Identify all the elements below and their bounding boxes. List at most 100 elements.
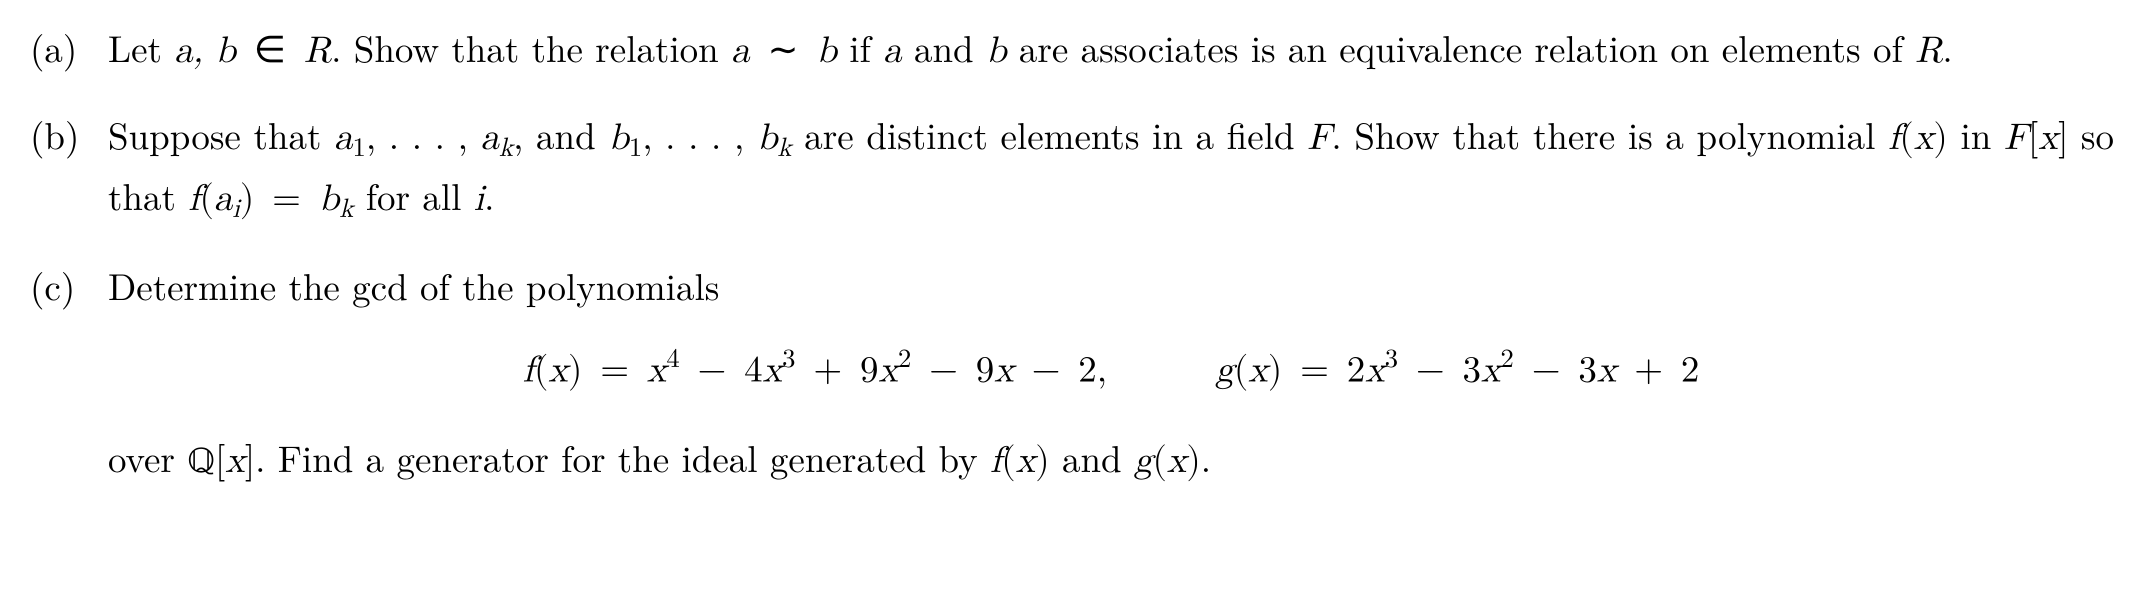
text: are associates is an equivalence relatio…	[1007, 20, 1916, 73]
item-a-label: (a)	[30, 20, 108, 74]
rparen: )	[240, 181, 254, 218]
equation-f: f(x) = x4 − 4x3 + 9x2 − 9x − 2,	[523, 341, 1107, 398]
text: for all	[353, 168, 473, 221]
minus: −	[1014, 352, 1078, 389]
item-b-label: (b)	[30, 107, 108, 161]
rparen: )	[1933, 120, 1947, 157]
var-a: a	[214, 181, 233, 218]
var-x: x	[878, 352, 898, 389]
item-c-body: Determine the gcd of the polynomials f(x…	[108, 258, 2114, 490]
var-b: b	[319, 181, 340, 218]
sub-k: k	[778, 136, 792, 162]
math-fai: f(ai)	[188, 181, 254, 218]
var-x: x	[1914, 120, 1934, 157]
sup-2: 2	[898, 347, 911, 373]
text: . Show that the relation	[331, 20, 731, 73]
var-x: x	[1248, 352, 1268, 389]
sub-i: i	[232, 197, 239, 223]
display-equations: f(x) = x4 − 4x3 + 9x2 − 9x − 2, g(x) = 2…	[108, 339, 2114, 398]
dots: , . . . ,	[366, 107, 481, 160]
problem-list: (a) Let a, b ∈ R. Show that the relation…	[0, 0, 2144, 520]
rparen: )	[1035, 443, 1049, 480]
element-of: ∈	[236, 20, 304, 73]
math-a1: a1	[334, 120, 366, 157]
text: . Show that there is a polynomial	[1331, 107, 1888, 160]
text: are distinct elements in a field	[792, 107, 1308, 160]
item-c: (c) Determine the gcd of the polynomials…	[30, 258, 2114, 490]
lbracket: [	[2028, 120, 2038, 157]
var-f: f	[1888, 120, 1899, 157]
plus: +	[795, 352, 859, 389]
var-b: b	[757, 120, 778, 157]
rparen: )	[1186, 443, 1200, 480]
math-bk: bk	[757, 120, 792, 157]
sup-2: 2	[1501, 347, 1514, 373]
minus: −	[680, 352, 744, 389]
sub-k: k	[339, 197, 353, 223]
var-x: x	[1365, 352, 1385, 389]
math-ak: ak	[481, 120, 514, 157]
var-x: x	[225, 443, 245, 480]
equation-g: g(x) = 2x3 − 3x2 − 3x + 2	[1215, 341, 1699, 398]
lbracket: [	[215, 430, 225, 483]
sim: ∼	[750, 20, 817, 73]
sup-3: 3	[1385, 347, 1398, 373]
math-R: R	[1915, 33, 1942, 70]
var-x: x	[763, 352, 783, 389]
var-f: f	[188, 181, 199, 218]
item-c-label: (c)	[30, 258, 108, 312]
math-gx: g(x)	[1134, 443, 1201, 480]
math-a: a	[883, 33, 902, 70]
var-g: g	[1215, 352, 1234, 389]
const-2: 2	[1078, 352, 1097, 389]
text: if	[837, 20, 883, 73]
math-b: b	[816, 33, 837, 70]
coef-9: 9	[860, 352, 879, 389]
var-f: f	[523, 352, 534, 389]
math-fx: f(x)	[1888, 120, 1948, 157]
text: and	[1050, 430, 1134, 483]
var-x: x	[1597, 352, 1617, 389]
sub-1: 1	[353, 136, 366, 162]
var-b: b	[608, 120, 629, 157]
text: Suppose that	[108, 107, 334, 160]
rbracket: ]	[245, 430, 255, 483]
math-fx: f(x)	[990, 443, 1050, 480]
minus: −	[1398, 352, 1462, 389]
item-c-line2: over ℚ[x]. Find a generator for the idea…	[108, 430, 2114, 490]
coef-9: 9	[976, 352, 995, 389]
lparen: (	[534, 352, 548, 389]
item-a-body: Let a, b ∈ R. Show that the relation a ∼…	[108, 20, 2114, 79]
var-x: x	[548, 352, 568, 389]
var-x: x	[1016, 443, 1036, 480]
var-F: F	[2004, 120, 2028, 157]
sup-4: 4	[666, 347, 679, 373]
plus: +	[1616, 352, 1680, 389]
text: over	[108, 430, 187, 483]
const-2: 2	[1681, 352, 1700, 389]
var-x: x	[2038, 120, 2058, 157]
math-i: i	[474, 181, 484, 218]
math-a: a	[731, 33, 750, 70]
var-a: a	[481, 120, 500, 157]
equals: =	[1282, 352, 1346, 389]
math-bk: bk	[319, 181, 354, 218]
minus: −	[1514, 352, 1578, 389]
equals: =	[582, 352, 646, 389]
text: .	[1942, 20, 1952, 73]
var-x: x	[994, 352, 1014, 389]
item-b-body: Suppose that a1, . . . , ak, and b1, . .…	[108, 107, 2114, 230]
var-x: x	[647, 352, 667, 389]
var-a: a	[334, 120, 353, 157]
blackboard-Q: ℚ	[187, 444, 215, 481]
var-x: x	[1167, 443, 1187, 480]
math-b1: b1	[608, 120, 642, 157]
coef-3: 3	[1463, 352, 1482, 389]
lparen: (	[1001, 443, 1015, 480]
var-x: x	[1481, 352, 1501, 389]
text: and	[902, 20, 986, 73]
coef-2: 2	[1347, 352, 1366, 389]
rparen: )	[568, 352, 582, 389]
math-Fx-ring: F[x]	[2004, 120, 2068, 157]
equals: =	[254, 168, 319, 221]
